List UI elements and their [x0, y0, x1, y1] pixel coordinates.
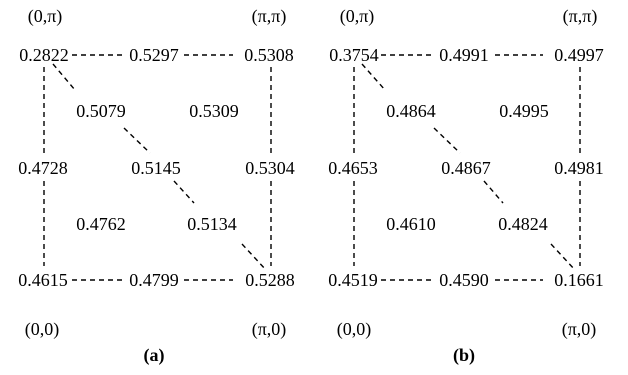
- panel-a: (0,π) (π,π) (0,0) (π,0) 0.2822 0.5297 0.…: [18, 6, 295, 366]
- panel-b-corner-top-right: (π,π): [563, 6, 598, 27]
- panel-b-value-bottom-mid: 0.4590: [439, 270, 489, 290]
- panel-a-caption: (a): [144, 345, 165, 366]
- panel-a-diagonal-middle-lower: [173, 180, 195, 204]
- panel-a-corner-top-left: (0,π): [28, 6, 63, 27]
- panel-a-value-top-mid: 0.5297: [129, 45, 179, 65]
- panel-b-value-upper-left-center: 0.4864: [386, 101, 436, 121]
- panel-a-value-mid-left: 0.4728: [18, 158, 68, 178]
- panel-b-value-mid-right: 0.4981: [554, 158, 604, 178]
- panel-a-value-center: 0.5145: [131, 158, 181, 178]
- panel-a-corner-top-right: (π,π): [252, 6, 287, 27]
- panel-b: (0,π) (π,π) (0,0) (π,0) 0.3754 0.4991 0.…: [328, 6, 604, 366]
- panel-b-value-top-mid: 0.4991: [439, 45, 489, 65]
- panel-a-value-top-right: 0.5308: [244, 45, 294, 65]
- panel-a-diagonal-upper: [52, 63, 76, 91]
- panel-a-value-bottom-mid: 0.4799: [129, 270, 179, 290]
- panel-b-value-top-left: 0.3754: [329, 45, 379, 65]
- panel-b-value-bottom-left: 0.4519: [328, 270, 378, 290]
- panel-b-value-upper-right-center: 0.4995: [499, 101, 549, 121]
- panel-b-corner-bottom-left: (0,0): [337, 319, 372, 340]
- panel-b-value-center: 0.4867: [441, 158, 491, 178]
- panel-b-value-top-right: 0.4997: [554, 45, 604, 65]
- panel-a-value-upper-right-center: 0.5309: [189, 101, 239, 121]
- panel-b-corner-top-left: (0,π): [340, 6, 375, 27]
- panel-a-diagonal-middle-upper: [123, 127, 151, 154]
- panel-b-diagonal-middle-upper: [433, 127, 461, 154]
- panel-b-value-lower-left-center: 0.4610: [386, 214, 436, 234]
- panel-b-caption: (b): [453, 345, 475, 366]
- panel-a-value-lower-right-center: 0.5134: [187, 214, 237, 234]
- panel-a-corner-bottom-left: (0,0): [25, 319, 60, 340]
- panel-a-value-bottom-right: 0.5288: [245, 270, 295, 290]
- panel-a-diagonal-lower: [241, 243, 267, 271]
- panel-a-value-lower-left-center: 0.4762: [76, 214, 126, 234]
- panel-b-value-lower-right-center: 0.4824: [498, 214, 548, 234]
- panel-a-value-top-left: 0.2822: [19, 45, 69, 65]
- panel-b-value-bottom-right: 0.1661: [554, 270, 604, 290]
- panel-b-value-mid-left: 0.4653: [328, 158, 378, 178]
- panel-a-value-upper-left-center: 0.5079: [76, 101, 126, 121]
- panel-b-diagonal-middle-lower: [483, 180, 504, 204]
- panel-b-diagonal-upper: [361, 63, 386, 91]
- panel-a-value-bottom-left: 0.4615: [18, 270, 68, 290]
- panel-b-corner-bottom-right: (π,0): [562, 319, 597, 340]
- panel-a-corner-bottom-right: (π,0): [252, 319, 287, 340]
- panel-a-value-mid-right: 0.5304: [245, 158, 295, 178]
- panel-b-diagonal-lower: [550, 243, 576, 271]
